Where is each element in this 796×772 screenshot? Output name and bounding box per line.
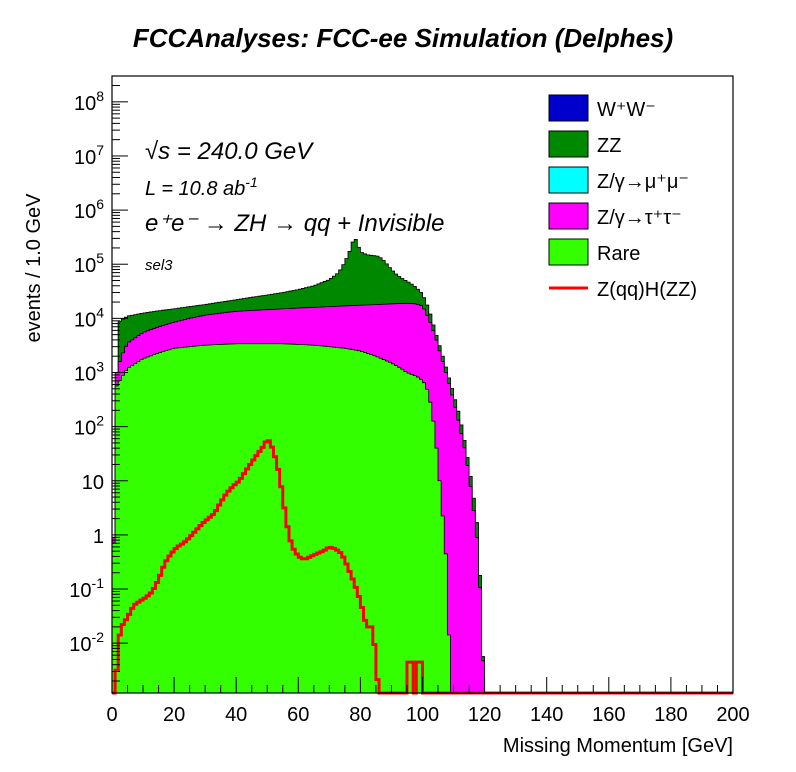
y-axis-label: events / 1.0 GeV — [23, 193, 45, 343]
legend-label: Z(qq)H(ZZ) — [597, 279, 697, 301]
x-tick-label: 100 — [406, 704, 439, 726]
legend: W⁺W⁻ ZZ Z/γ→μ⁺μ⁻ Z/γ→τ⁺τ⁻ Rare Z(qq)H(ZZ) — [548, 94, 697, 301]
legend-swatch — [548, 202, 589, 230]
x-tick-label: 200 — [716, 704, 749, 726]
x-tick-label: 120 — [468, 704, 501, 726]
y-tick-label: 10-2 — [69, 629, 104, 656]
y-tick-label: 107 — [74, 142, 104, 169]
x-tick-label: 80 — [349, 704, 371, 726]
y-tick-label: 102 — [74, 413, 104, 440]
plot-area — [111, 239, 733, 695]
y-tick-label: 105 — [74, 250, 104, 277]
y-tick-label: 10 — [82, 472, 104, 494]
y-axis: 10-2 10-1 1 10 102 103 104 105 106 107 108 — [69, 85, 128, 682]
y-tick-label: 104 — [74, 304, 104, 331]
x-tick-label: 0 — [106, 704, 117, 726]
process-annotation: e⁺e⁻ → ZH → qq + Invisible — [145, 210, 444, 237]
legend-label: W⁺W⁻ — [597, 99, 656, 121]
x-axis: 0 20 40 60 80 100 120 140 160 180 200 — [106, 677, 750, 726]
legend-swatch — [548, 238, 589, 266]
y-tick-label: 108 — [74, 88, 104, 115]
legend-swatch — [548, 166, 589, 194]
legend-label: Z/γ→μ⁺μ⁻ — [597, 171, 689, 193]
legend-swatch — [548, 94, 589, 122]
legend-swatch — [548, 130, 589, 158]
x-tick-label: 20 — [163, 704, 185, 726]
y-tick-label: 10-1 — [69, 575, 104, 602]
y-tick-label: 103 — [74, 358, 104, 385]
legend-label: Rare — [597, 243, 640, 265]
selection-annotation: sel3 — [145, 257, 173, 274]
x-tick-label: 180 — [654, 704, 687, 726]
legend-label: Z/γ→τ⁺τ⁻ — [597, 207, 682, 229]
series-4-fill — [111, 343, 733, 694]
y-tick-label: 1 — [93, 526, 104, 548]
legend-label: ZZ — [597, 135, 621, 157]
x-tick-label: 60 — [287, 704, 309, 726]
x-tick-label: 160 — [592, 704, 625, 726]
luminosity-annotation: L = 10.8 ab-1 — [145, 174, 258, 200]
chart-title: FCCAnalyses: FCC-ee Simulation (Delphes) — [133, 23, 673, 53]
y-tick-label: 106 — [74, 196, 104, 223]
x-axis-label: Missing Momentum [GeV] — [503, 735, 733, 757]
x-tick-label: 40 — [225, 704, 247, 726]
sqrt-s-annotation: √s = 240.0 GeV — [145, 138, 314, 165]
x-tick-label: 140 — [530, 704, 563, 726]
